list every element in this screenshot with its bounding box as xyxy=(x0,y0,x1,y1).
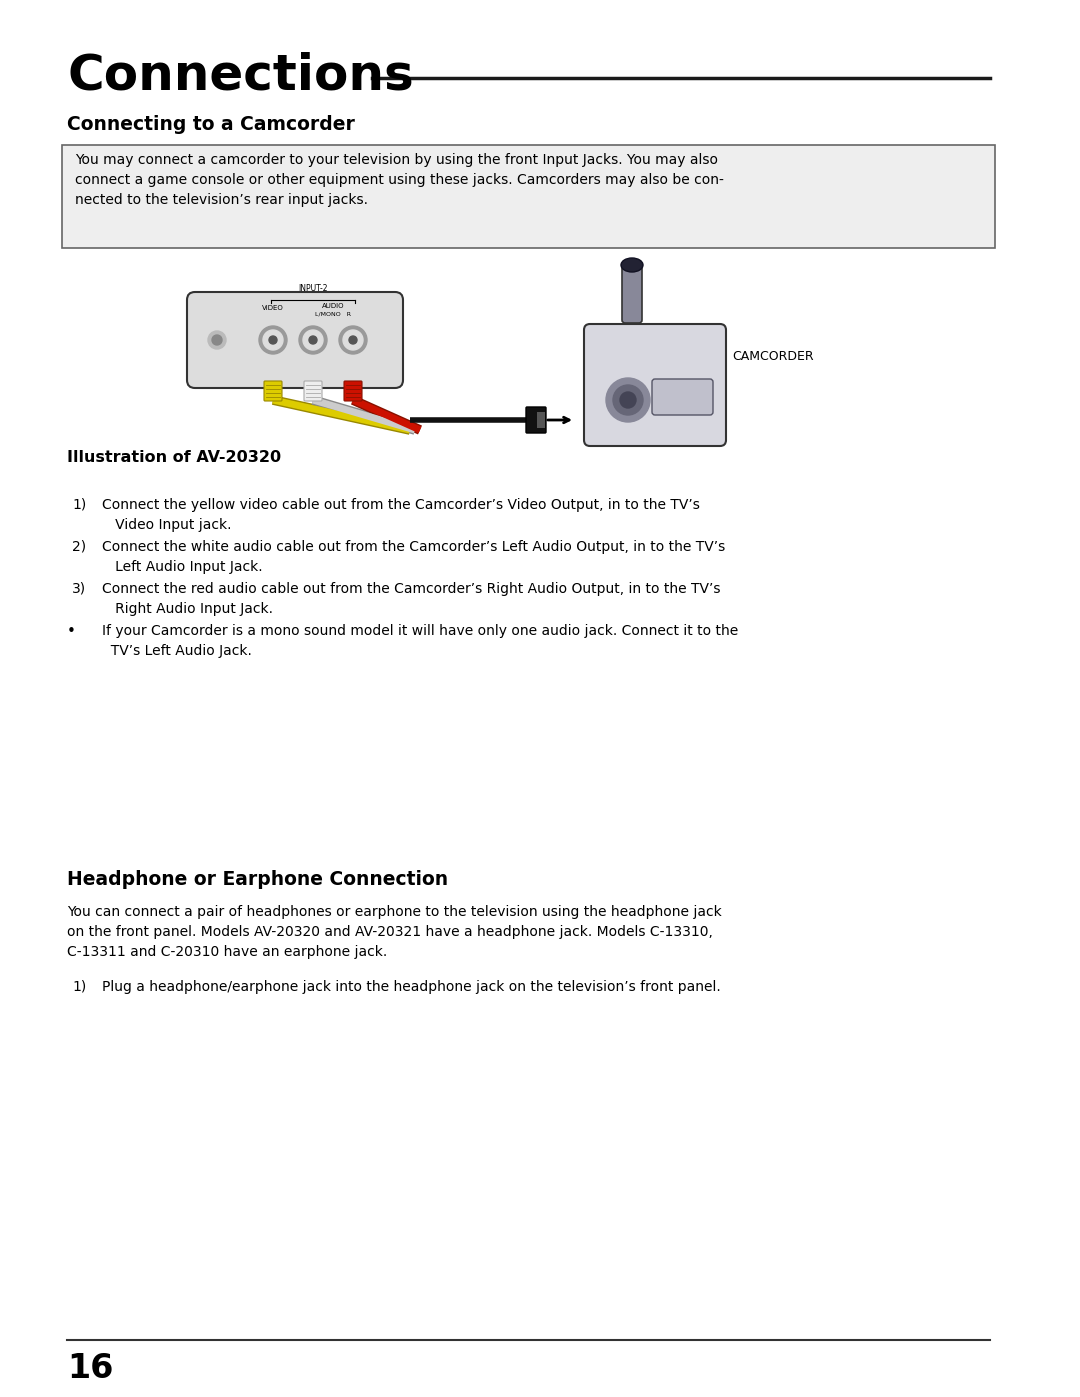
Text: •: • xyxy=(67,624,76,638)
FancyBboxPatch shape xyxy=(303,381,322,401)
Circle shape xyxy=(303,330,323,351)
Circle shape xyxy=(212,335,222,345)
Circle shape xyxy=(606,379,650,422)
Circle shape xyxy=(343,330,363,351)
Text: VIDEO: VIDEO xyxy=(262,305,284,312)
Bar xyxy=(537,412,545,427)
Circle shape xyxy=(620,393,636,408)
FancyBboxPatch shape xyxy=(526,407,546,433)
Circle shape xyxy=(339,326,367,353)
Text: Plug a headphone/earphone jack into the headphone jack on the television’s front: Plug a headphone/earphone jack into the … xyxy=(102,981,720,995)
Circle shape xyxy=(299,326,327,353)
Text: If your Camcorder is a mono sound model it will have only one audio jack. Connec: If your Camcorder is a mono sound model … xyxy=(102,624,739,658)
Ellipse shape xyxy=(621,258,643,272)
FancyBboxPatch shape xyxy=(652,379,713,415)
Circle shape xyxy=(269,337,276,344)
Circle shape xyxy=(309,337,318,344)
Text: 1): 1) xyxy=(72,497,86,511)
FancyBboxPatch shape xyxy=(187,292,403,388)
Text: Connect the red audio cable out from the Camcorder’s Right Audio Output, in to t: Connect the red audio cable out from the… xyxy=(102,583,720,616)
FancyBboxPatch shape xyxy=(622,263,642,323)
Text: INPUT-2: INPUT-2 xyxy=(298,284,327,293)
Circle shape xyxy=(349,337,357,344)
Circle shape xyxy=(208,331,226,349)
Text: You may connect a camcorder to your television by using the front Input Jacks. Y: You may connect a camcorder to your tele… xyxy=(75,154,724,207)
Circle shape xyxy=(613,386,643,415)
Text: 16: 16 xyxy=(67,1352,113,1384)
Bar xyxy=(62,145,995,249)
Circle shape xyxy=(264,330,283,351)
Text: Connect the yellow video cable out from the Camcorder’s Video Output, in to the : Connect the yellow video cable out from … xyxy=(102,497,700,531)
Text: 1): 1) xyxy=(72,981,86,995)
FancyBboxPatch shape xyxy=(345,381,362,401)
Text: Illustration of AV-20320: Illustration of AV-20320 xyxy=(67,450,281,465)
Text: 3): 3) xyxy=(72,583,86,597)
Text: Connecting to a Camcorder: Connecting to a Camcorder xyxy=(67,115,355,134)
Text: 2): 2) xyxy=(72,541,86,555)
Text: Connections: Connections xyxy=(67,52,414,101)
Text: You can connect a pair of headphones or earphone to the television using the hea: You can connect a pair of headphones or … xyxy=(67,905,721,960)
FancyBboxPatch shape xyxy=(584,324,726,446)
Text: Headphone or Earphone Connection: Headphone or Earphone Connection xyxy=(67,870,448,888)
Text: CAMCORDER: CAMCORDER xyxy=(732,351,813,363)
Circle shape xyxy=(259,326,287,353)
Text: AUDIO: AUDIO xyxy=(322,303,345,309)
FancyBboxPatch shape xyxy=(264,381,282,401)
Text: L/MONO   R: L/MONO R xyxy=(315,312,351,317)
Text: Connect the white audio cable out from the Camcorder’s Left Audio Output, in to : Connect the white audio cable out from t… xyxy=(102,541,726,574)
